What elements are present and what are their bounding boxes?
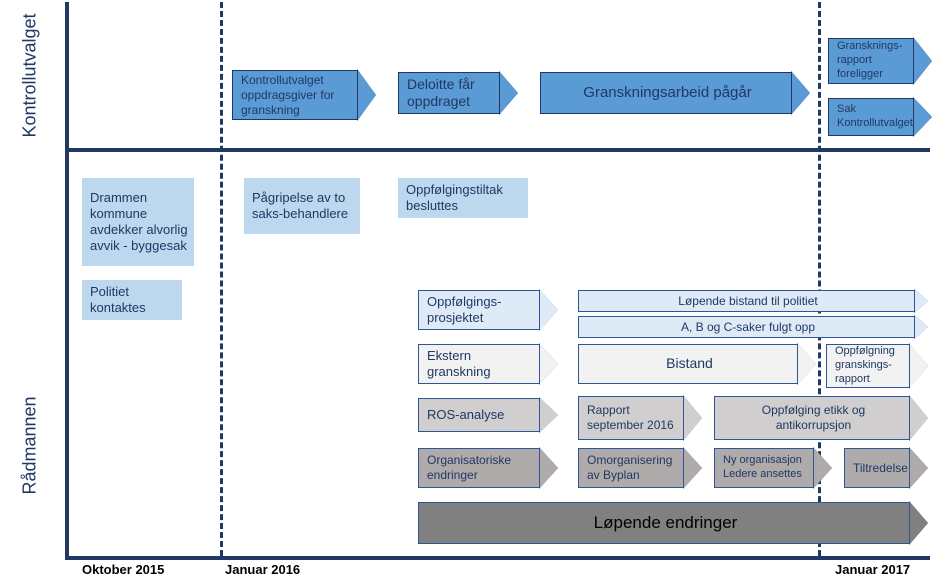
arrowhead-fill [798,344,816,384]
arrowhead-fill [792,72,810,114]
arrowhead-fill [915,316,928,338]
timeline-box-oppf-rapport: Oppfølgning granskings-rapport [826,344,910,388]
timeline-box-oppf-prosj: Oppfølgings-prosjektet [418,290,540,330]
timeline-box-lopende-pol: Løpende bistand til politiet [578,290,915,312]
timeline-box-drammen: Drammen kommune avdekker alvorlig avvik … [82,178,194,266]
timeline-box-ny-org: Ny organisasjon Ledere ansettes [714,448,814,488]
timeline-box-text: Løpende bistand til politiet [678,294,817,309]
arrowhead-fill [684,448,702,488]
arrowhead-fill [500,72,518,114]
arrowhead-fill [540,344,558,384]
date-label-2: Januar 2017 [835,562,910,577]
arrowhead-fill [540,398,558,432]
timeline-box-text: Gransknings-rapport foreligger [837,40,908,81]
timeline-box-tiltredelse: Tiltredelse [844,448,910,488]
timeline-box-org-endr: Organisatoriske endringer [418,448,540,488]
swimlane-label-0: Kontrollutvalget [20,0,41,156]
timeline-box-text: Oppfølgning granskings-rapport [835,345,904,386]
arrowhead-fill [540,448,558,488]
arrowhead-fill [910,344,928,388]
timeline-box-text: Ny organisasjon Ledere ansettes [723,454,808,482]
date-label-0: Oktober 2015 [82,562,164,577]
timeline-box-text: Oppfølging etikk og antikorrupsjon [723,403,904,433]
date-label-1: Januar 2016 [225,562,300,577]
timeline-box-text: Bistand [666,355,713,373]
timeline-box-etikk: Oppfølging etikk og antikorrupsjon [714,396,910,440]
arrowhead-fill [684,396,702,440]
timeline-box-text: Ekstern granskning [427,348,534,381]
timeline-box-oppf-tiltak: Oppfølgingstiltak besluttes [398,178,528,218]
timeline-diagram: Kontrollutvalget Rådmannen Oktober 2015 Jan… [0,0,945,585]
timeline-box-text: Kontrollutvalget oppdragsgiver for grans… [241,73,352,118]
arrowhead-fill [814,448,832,488]
arrowhead-fill [540,290,558,330]
timeline-box-deloitte: Deloitte får oppdraget [398,72,500,114]
timeline-box-politiet: Politiet kontaktes [82,280,182,320]
timeline-box-abc-saker: A, B og C-saker fulgt opp [578,316,915,338]
timeline-box-text: Deloitte får oppdraget [407,76,494,111]
timeline-box-text: Pågripelse av to saks-behandlere [252,190,354,223]
timeline-box-ku-oppdrag: Kontrollutvalget oppdragsgiver for grans… [232,70,358,120]
timeline-box-text: ROS-analyse [427,407,504,423]
arrowhead-fill [358,70,376,120]
arrowhead-fill [914,38,932,84]
swimlane-label-1: Rådmannen [20,366,41,526]
timeline-box-omorg: Omorganisering av Byplan [578,448,684,488]
arrowhead-fill [915,290,928,312]
timeline-box-text: Organisatoriske endringer [427,453,534,483]
timeline-box-text: Drammen kommune avdekker alvorlig avvik … [90,190,188,255]
timeline-box-text: A, B og C-saker fulgt opp [681,320,815,335]
timeline-box-text: Oppfølgings-prosjektet [427,294,534,327]
timeline-box-sak-ku: Sak Kontrollutvalget [828,98,914,136]
timeline-box-text: Løpende endringer [594,512,738,533]
timeline-box-text: Politiet kontaktes [90,284,176,317]
timeline-box-rapport2016: Rapport september 2016 [578,396,684,440]
timeline-box-text: Oppfølgingstiltak besluttes [406,182,522,215]
milestone-divider-0 [220,2,223,556]
arrowhead-fill [910,448,928,488]
arrowhead-fill [910,502,928,544]
timeline-box-ekstern: Ekstern granskning [418,344,540,384]
timeline-box-bistand: Bistand [578,344,798,384]
timeline-box-text: Omorganisering av Byplan [587,453,678,483]
timeline-box-text: Tiltredelse [853,461,908,476]
timeline-box-text: Granskningsarbeid pågår [583,84,751,103]
arrowhead-fill [910,396,928,440]
timeline-box-paagripelse: Pågripelse av to saks-behandlere [244,178,360,234]
timeline-box-rapport-fore: Gransknings-rapport foreligger [828,38,914,84]
timeline-box-text: Sak Kontrollutvalget [837,103,913,131]
timeline-box-lopende-endr: Løpende endringer [418,502,910,544]
timeline-box-text: Rapport september 2016 [587,403,678,433]
timeline-box-granskning: Granskningsarbeid pågår [540,72,792,114]
timeline-box-ros: ROS-analyse [418,398,540,432]
arrowhead-fill [914,98,932,136]
